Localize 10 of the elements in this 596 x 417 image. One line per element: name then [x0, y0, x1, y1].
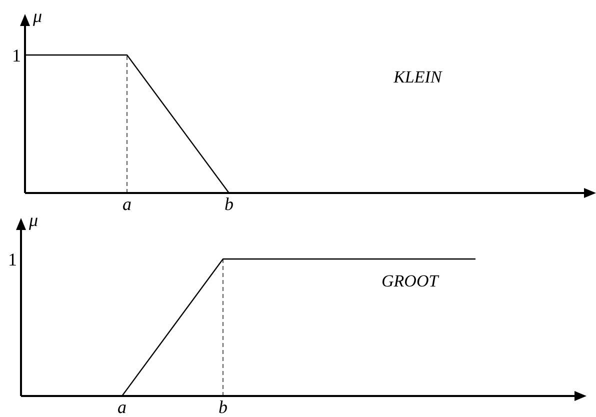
- x-tick-label: a: [118, 397, 126, 417]
- x-tick-label: b: [224, 194, 234, 214]
- text: 1: [12, 45, 21, 66]
- y-axis-title: μ: [28, 210, 38, 230]
- y-axis-title: μ: [32, 6, 42, 26]
- x-tick-label: b: [218, 397, 228, 417]
- x-tick-label: a: [122, 194, 132, 214]
- text: 1: [8, 249, 17, 270]
- series-label: GROOT: [382, 271, 440, 290]
- text: KLEIN: [392, 68, 444, 87]
